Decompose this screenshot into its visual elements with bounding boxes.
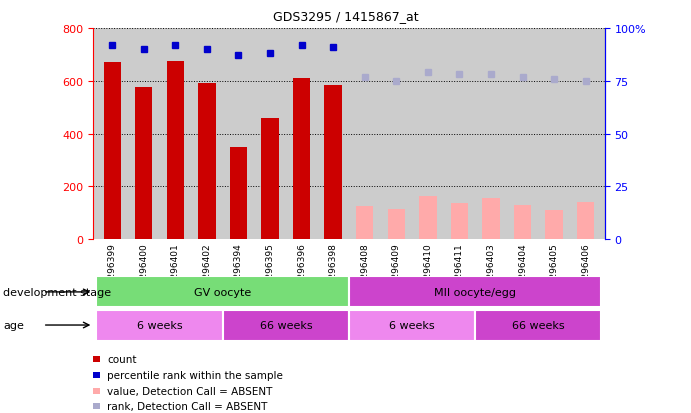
Bar <box>104 63 121 240</box>
Bar <box>325 85 342 240</box>
Bar <box>388 209 405 240</box>
Bar <box>356 206 373 240</box>
Bar <box>451 204 468 240</box>
Bar <box>349 277 601 308</box>
Bar <box>475 310 601 341</box>
Bar <box>482 199 500 240</box>
Bar <box>230 147 247 240</box>
Bar <box>261 119 278 240</box>
Text: 66 weeks: 66 weeks <box>260 320 312 330</box>
Text: percentile rank within the sample: percentile rank within the sample <box>107 370 283 380</box>
Text: 6 weeks: 6 weeks <box>137 320 182 330</box>
Bar <box>223 310 349 341</box>
Bar <box>419 196 437 240</box>
Text: rank, Detection Call = ABSENT: rank, Detection Call = ABSENT <box>107 401 267 411</box>
Text: MII oocyte/egg: MII oocyte/egg <box>434 287 516 297</box>
Text: development stage: development stage <box>3 287 111 297</box>
Bar <box>167 62 184 240</box>
Bar <box>577 203 594 240</box>
Bar <box>97 277 349 308</box>
Text: count: count <box>107 354 136 364</box>
Bar <box>514 205 531 240</box>
Text: value, Detection Call = ABSENT: value, Detection Call = ABSENT <box>107 386 272 396</box>
Bar <box>198 84 216 240</box>
Bar <box>349 310 475 341</box>
Text: 6 weeks: 6 weeks <box>389 320 435 330</box>
Text: GV oocyte: GV oocyte <box>194 287 252 297</box>
Bar <box>293 79 310 240</box>
Bar <box>545 211 562 240</box>
Text: GDS3295 / 1415867_at: GDS3295 / 1415867_at <box>273 10 418 23</box>
Bar <box>135 88 153 240</box>
Text: 66 weeks: 66 weeks <box>512 320 565 330</box>
Text: age: age <box>3 320 24 330</box>
Bar <box>97 310 223 341</box>
